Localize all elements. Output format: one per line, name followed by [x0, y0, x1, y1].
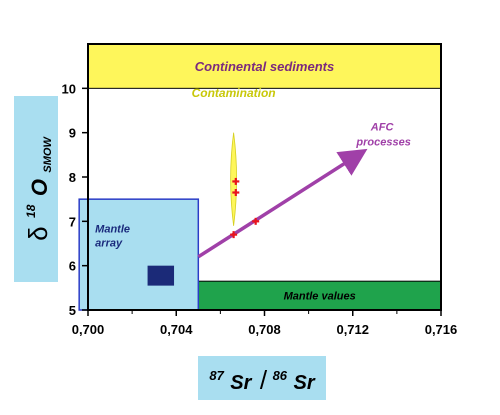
y-tick-label: 5	[69, 303, 76, 318]
data-point	[252, 217, 260, 225]
contamination-label: Contamination	[192, 86, 276, 100]
y-axis-title-sup: 18	[24, 204, 38, 218]
x-axis-title-sup1: 87	[209, 368, 224, 383]
mantle-values-label: Mantle values	[284, 291, 356, 303]
y-axis: 5 6 7 8 9 10	[62, 81, 88, 318]
mantle-array-label-line1: Mantle	[95, 223, 130, 235]
mantle-array-label-line2: array	[95, 237, 123, 249]
continental-sediments-region	[87, 43, 442, 89]
mantle-array-region	[78, 198, 200, 311]
x-axis-title-main1: Sr	[230, 372, 252, 394]
x-axis-title-slash: /	[260, 365, 268, 395]
continental-sediments-label: Continental sediments	[195, 59, 334, 74]
y-tick-label: 9	[69, 126, 76, 141]
y-tick-label: 6	[69, 259, 76, 274]
x-tick-label: 0,704	[160, 322, 193, 337]
y-axis-title-box	[14, 96, 58, 282]
mantle-box	[147, 265, 175, 286]
x-tick-label: 0,712	[336, 322, 369, 337]
x-axis-title-sup2: 86	[273, 368, 288, 383]
afc-label-line1: AFC	[370, 121, 395, 133]
data-points	[230, 177, 260, 239]
y-axis-title-main: O	[27, 179, 52, 196]
x-axis-title-box	[198, 356, 326, 400]
x-tick-label: 0,708	[248, 322, 281, 337]
data-point	[232, 177, 240, 185]
x-axis: 0,700 0,704 0,708 0,712 0,716	[72, 310, 458, 337]
contamination-lens	[230, 132, 238, 226]
mantle-values-region	[197, 280, 442, 311]
data-point	[232, 189, 240, 197]
afc-arrow	[197, 148, 368, 259]
y-tick-label: 10	[62, 81, 76, 96]
mantle-array-label: Mantle array	[95, 223, 133, 249]
x-axis-title: 87 Sr / 86 Sr	[209, 365, 315, 395]
y-axis-title: δ 18 O SMOW	[22, 136, 54, 241]
data-point	[230, 231, 238, 239]
afc-label-line2: processes	[355, 136, 410, 148]
regions-layer	[78, 43, 442, 311]
y-tick-label: 7	[69, 214, 76, 229]
afc-processes-label: AFC processes	[355, 121, 410, 148]
y-tick-label: 8	[69, 170, 76, 185]
y-axis-title-sub: SMOW	[42, 136, 54, 173]
y-axis-title-delta: δ	[23, 226, 53, 240]
contamination-marker	[230, 132, 238, 226]
x-axis-title-main2: Sr	[293, 372, 315, 394]
x-tick-label: 0,700	[72, 322, 105, 337]
x-tick-label: 0,716	[425, 322, 458, 337]
